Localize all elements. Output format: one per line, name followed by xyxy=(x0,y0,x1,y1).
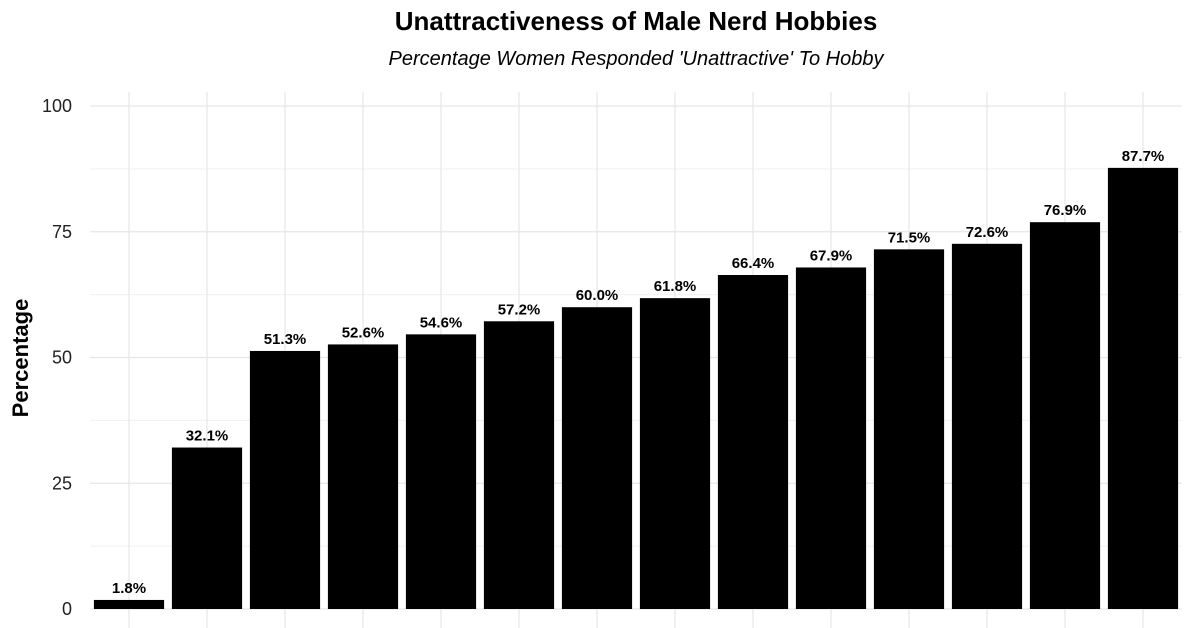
bar xyxy=(249,350,321,609)
bar xyxy=(1107,167,1179,609)
bar xyxy=(561,307,633,609)
bar-value-label: 54.6% xyxy=(420,314,463,331)
chart-title: Unattractiveness of Male Nerd Hobbies xyxy=(395,6,878,36)
bar xyxy=(795,267,867,609)
chart-subtitle: Percentage Women Responded 'Unattractive… xyxy=(389,48,885,70)
bar-value-label: 67.9% xyxy=(810,247,853,264)
bar-value-label: 57.2% xyxy=(498,301,541,318)
bar xyxy=(873,249,945,610)
bar-value-label: 51.3% xyxy=(264,331,307,348)
bar-value-label: 76.9% xyxy=(1044,202,1087,219)
bar xyxy=(717,275,789,609)
bar xyxy=(639,298,711,609)
bar-value-label: 87.7% xyxy=(1122,148,1165,165)
bar xyxy=(327,344,399,609)
bar xyxy=(951,243,1023,609)
bars xyxy=(93,167,1179,610)
bar-value-labels: 1.8% 32.1% 51.3% 52.6% 54.6% 57.2% 60.0% 61.8% 6… xyxy=(112,148,1164,597)
y-axis-ticks: 0 25 50 75 100 xyxy=(42,96,72,619)
y-tick-label: 75 xyxy=(52,222,72,242)
y-tick-label: 25 xyxy=(52,473,72,493)
bar-value-label: 52.6% xyxy=(342,324,385,341)
bar-value-label: 1.8% xyxy=(112,580,146,597)
y-tick-label: 50 xyxy=(52,348,72,368)
bar-value-label: 61.8% xyxy=(654,278,697,295)
y-axis-label: Percentage xyxy=(8,299,33,418)
bar-value-label: 60.0% xyxy=(576,287,619,304)
y-tick-label: 0 xyxy=(62,599,72,619)
bar-value-label: 66.4% xyxy=(732,255,775,272)
bar-value-label: 71.5% xyxy=(888,229,931,246)
bar-value-label: 32.1% xyxy=(186,428,229,445)
bar xyxy=(483,321,555,609)
y-tick-label: 100 xyxy=(42,96,72,116)
bar xyxy=(405,334,477,609)
bar xyxy=(1029,222,1101,609)
bar xyxy=(93,599,165,609)
bar-value-label: 72.6% xyxy=(966,224,1009,241)
bar xyxy=(171,447,243,609)
